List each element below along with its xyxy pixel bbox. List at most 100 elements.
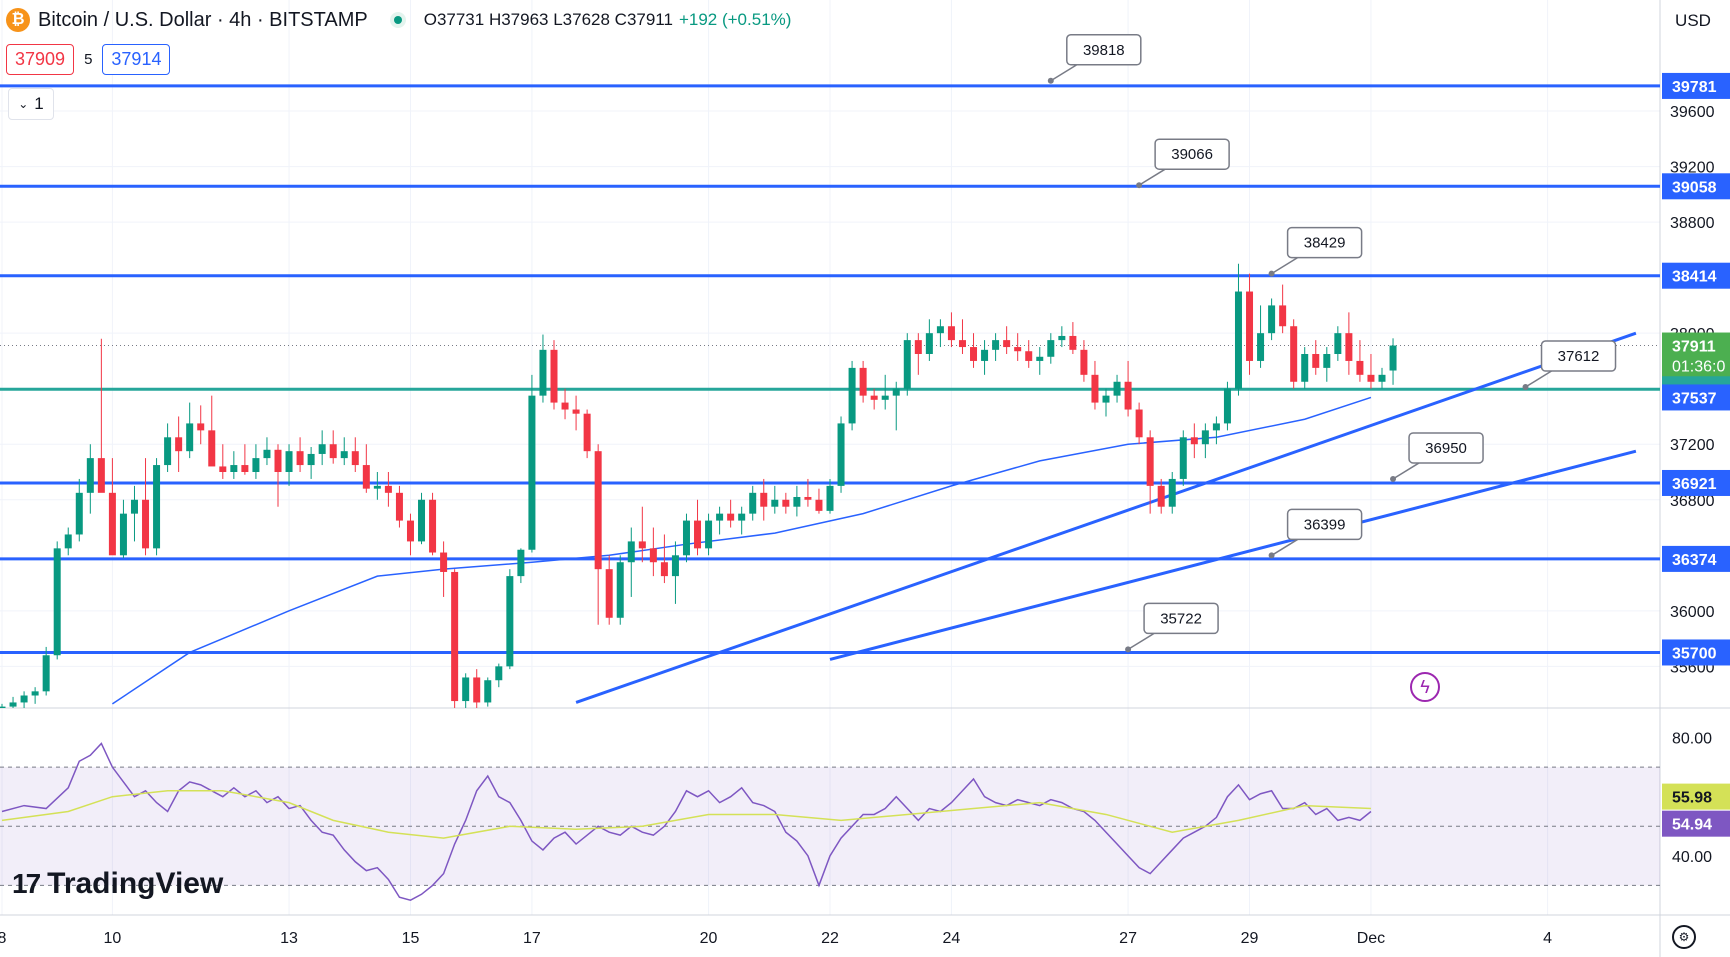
candle — [164, 423, 172, 472]
tradingview-logo[interactable]: 17 TradingView — [12, 867, 223, 901]
candle — [738, 506, 746, 535]
rsi-axis-badge: 54.94 — [1662, 810, 1730, 837]
spread-value: 5 — [84, 51, 93, 68]
candle-body — [804, 496, 812, 500]
ohlc-values: O37731 H37963 L37628 C37911 — [423, 10, 673, 29]
candle — [727, 499, 735, 528]
price-callout: 36950 — [1390, 432, 1484, 482]
rsi-axis: 80.00 40.00 55.98 54.94 — [1662, 731, 1730, 866]
rsi-axis-badge: 55.98 — [1662, 783, 1730, 810]
price-tick-label: 36000 — [1670, 604, 1715, 621]
candle — [53, 541, 61, 660]
candle-body — [528, 395, 536, 550]
candle — [1268, 298, 1276, 341]
candle — [539, 334, 547, 403]
candle-body — [1102, 395, 1110, 403]
candle — [947, 312, 955, 348]
candle-body — [981, 349, 989, 361]
price-badge-bg — [1662, 173, 1730, 200]
price-axis-badge: 36374 — [1662, 545, 1730, 572]
candle-body — [1279, 305, 1287, 327]
candle-body — [1091, 374, 1099, 403]
candle-body — [0, 706, 6, 708]
candle-body — [561, 402, 569, 410]
candle-body — [418, 499, 426, 542]
symbol-header[interactable]: ₿ Bitcoin / U.S. Dollar · 4h · BITSTAMP … — [6, 6, 791, 34]
candle — [263, 437, 271, 466]
buy-button[interactable]: 37914 — [102, 44, 171, 75]
candle — [671, 541, 679, 604]
candle-body — [572, 409, 580, 414]
candle — [1036, 347, 1044, 375]
settings-icon[interactable]: ⚙ — [1672, 925, 1696, 949]
candle — [936, 319, 944, 348]
candle-body — [793, 496, 801, 507]
candle — [981, 340, 989, 375]
candle — [649, 527, 657, 577]
candle-body — [1069, 335, 1077, 350]
candle — [903, 333, 911, 396]
callout-anchor — [1268, 552, 1275, 559]
indicators-toggle[interactable]: ⌄ 1 — [8, 88, 54, 120]
candle — [1279, 284, 1287, 334]
candle — [1378, 367, 1386, 389]
time-tick-label: 4 — [1543, 930, 1552, 947]
candle-body — [782, 499, 790, 507]
rsi-pane — [1, 742, 1372, 902]
price-tick-label: 37200 — [1670, 437, 1715, 454]
chevron-down-icon: ⌄ — [18, 97, 29, 111]
rsi-badge-label: 55.98 — [1672, 790, 1712, 807]
candle-body — [1345, 333, 1353, 361]
candle — [296, 437, 304, 472]
callout-label: 38429 — [1304, 235, 1346, 252]
price-badge-bg — [1662, 639, 1730, 666]
candle — [440, 541, 448, 597]
price-badge-bg — [1662, 469, 1730, 496]
logo-text: TradingView — [47, 867, 224, 900]
candle — [1135, 402, 1143, 445]
candle — [616, 555, 624, 625]
candle — [1356, 340, 1364, 382]
candle — [1190, 423, 1198, 459]
candle-body — [815, 499, 823, 511]
sell-button[interactable]: 37909 — [6, 44, 75, 75]
candle — [716, 506, 724, 535]
candle-body — [660, 562, 668, 577]
candle-body — [705, 520, 713, 549]
candle-body — [583, 413, 591, 452]
candle — [1025, 340, 1033, 368]
candle-body — [892, 388, 900, 396]
currency-label[interactable]: USD — [1675, 11, 1711, 30]
candle-body — [771, 499, 779, 507]
rsi-line — [1, 742, 1372, 902]
candle-body — [1301, 354, 1309, 382]
candle-body — [197, 423, 205, 431]
candle — [462, 673, 470, 708]
candle — [1179, 430, 1187, 486]
candle — [429, 492, 437, 556]
price-badge-bg — [1662, 545, 1730, 572]
price-badge-label: 39058 — [1672, 179, 1717, 196]
candle — [340, 437, 348, 466]
candle-body — [682, 520, 690, 556]
candle-body — [285, 451, 293, 472]
candle — [208, 395, 216, 467]
candle-body — [153, 465, 161, 549]
callout-anchor — [1136, 182, 1143, 189]
candle — [771, 485, 779, 514]
lightning-icon[interactable]: ϟ — [1410, 672, 1440, 702]
candle — [881, 374, 889, 410]
candle-body — [958, 340, 966, 348]
candle — [97, 338, 105, 493]
candle — [274, 444, 282, 507]
candle-body — [252, 458, 260, 472]
candle — [252, 444, 260, 479]
candle — [528, 374, 536, 553]
candle-body — [1157, 485, 1165, 507]
callout-anchor — [1047, 77, 1054, 84]
candle-body — [1323, 354, 1331, 368]
candle-body — [881, 395, 889, 400]
candle — [1157, 478, 1165, 514]
candle-body — [241, 465, 249, 472]
